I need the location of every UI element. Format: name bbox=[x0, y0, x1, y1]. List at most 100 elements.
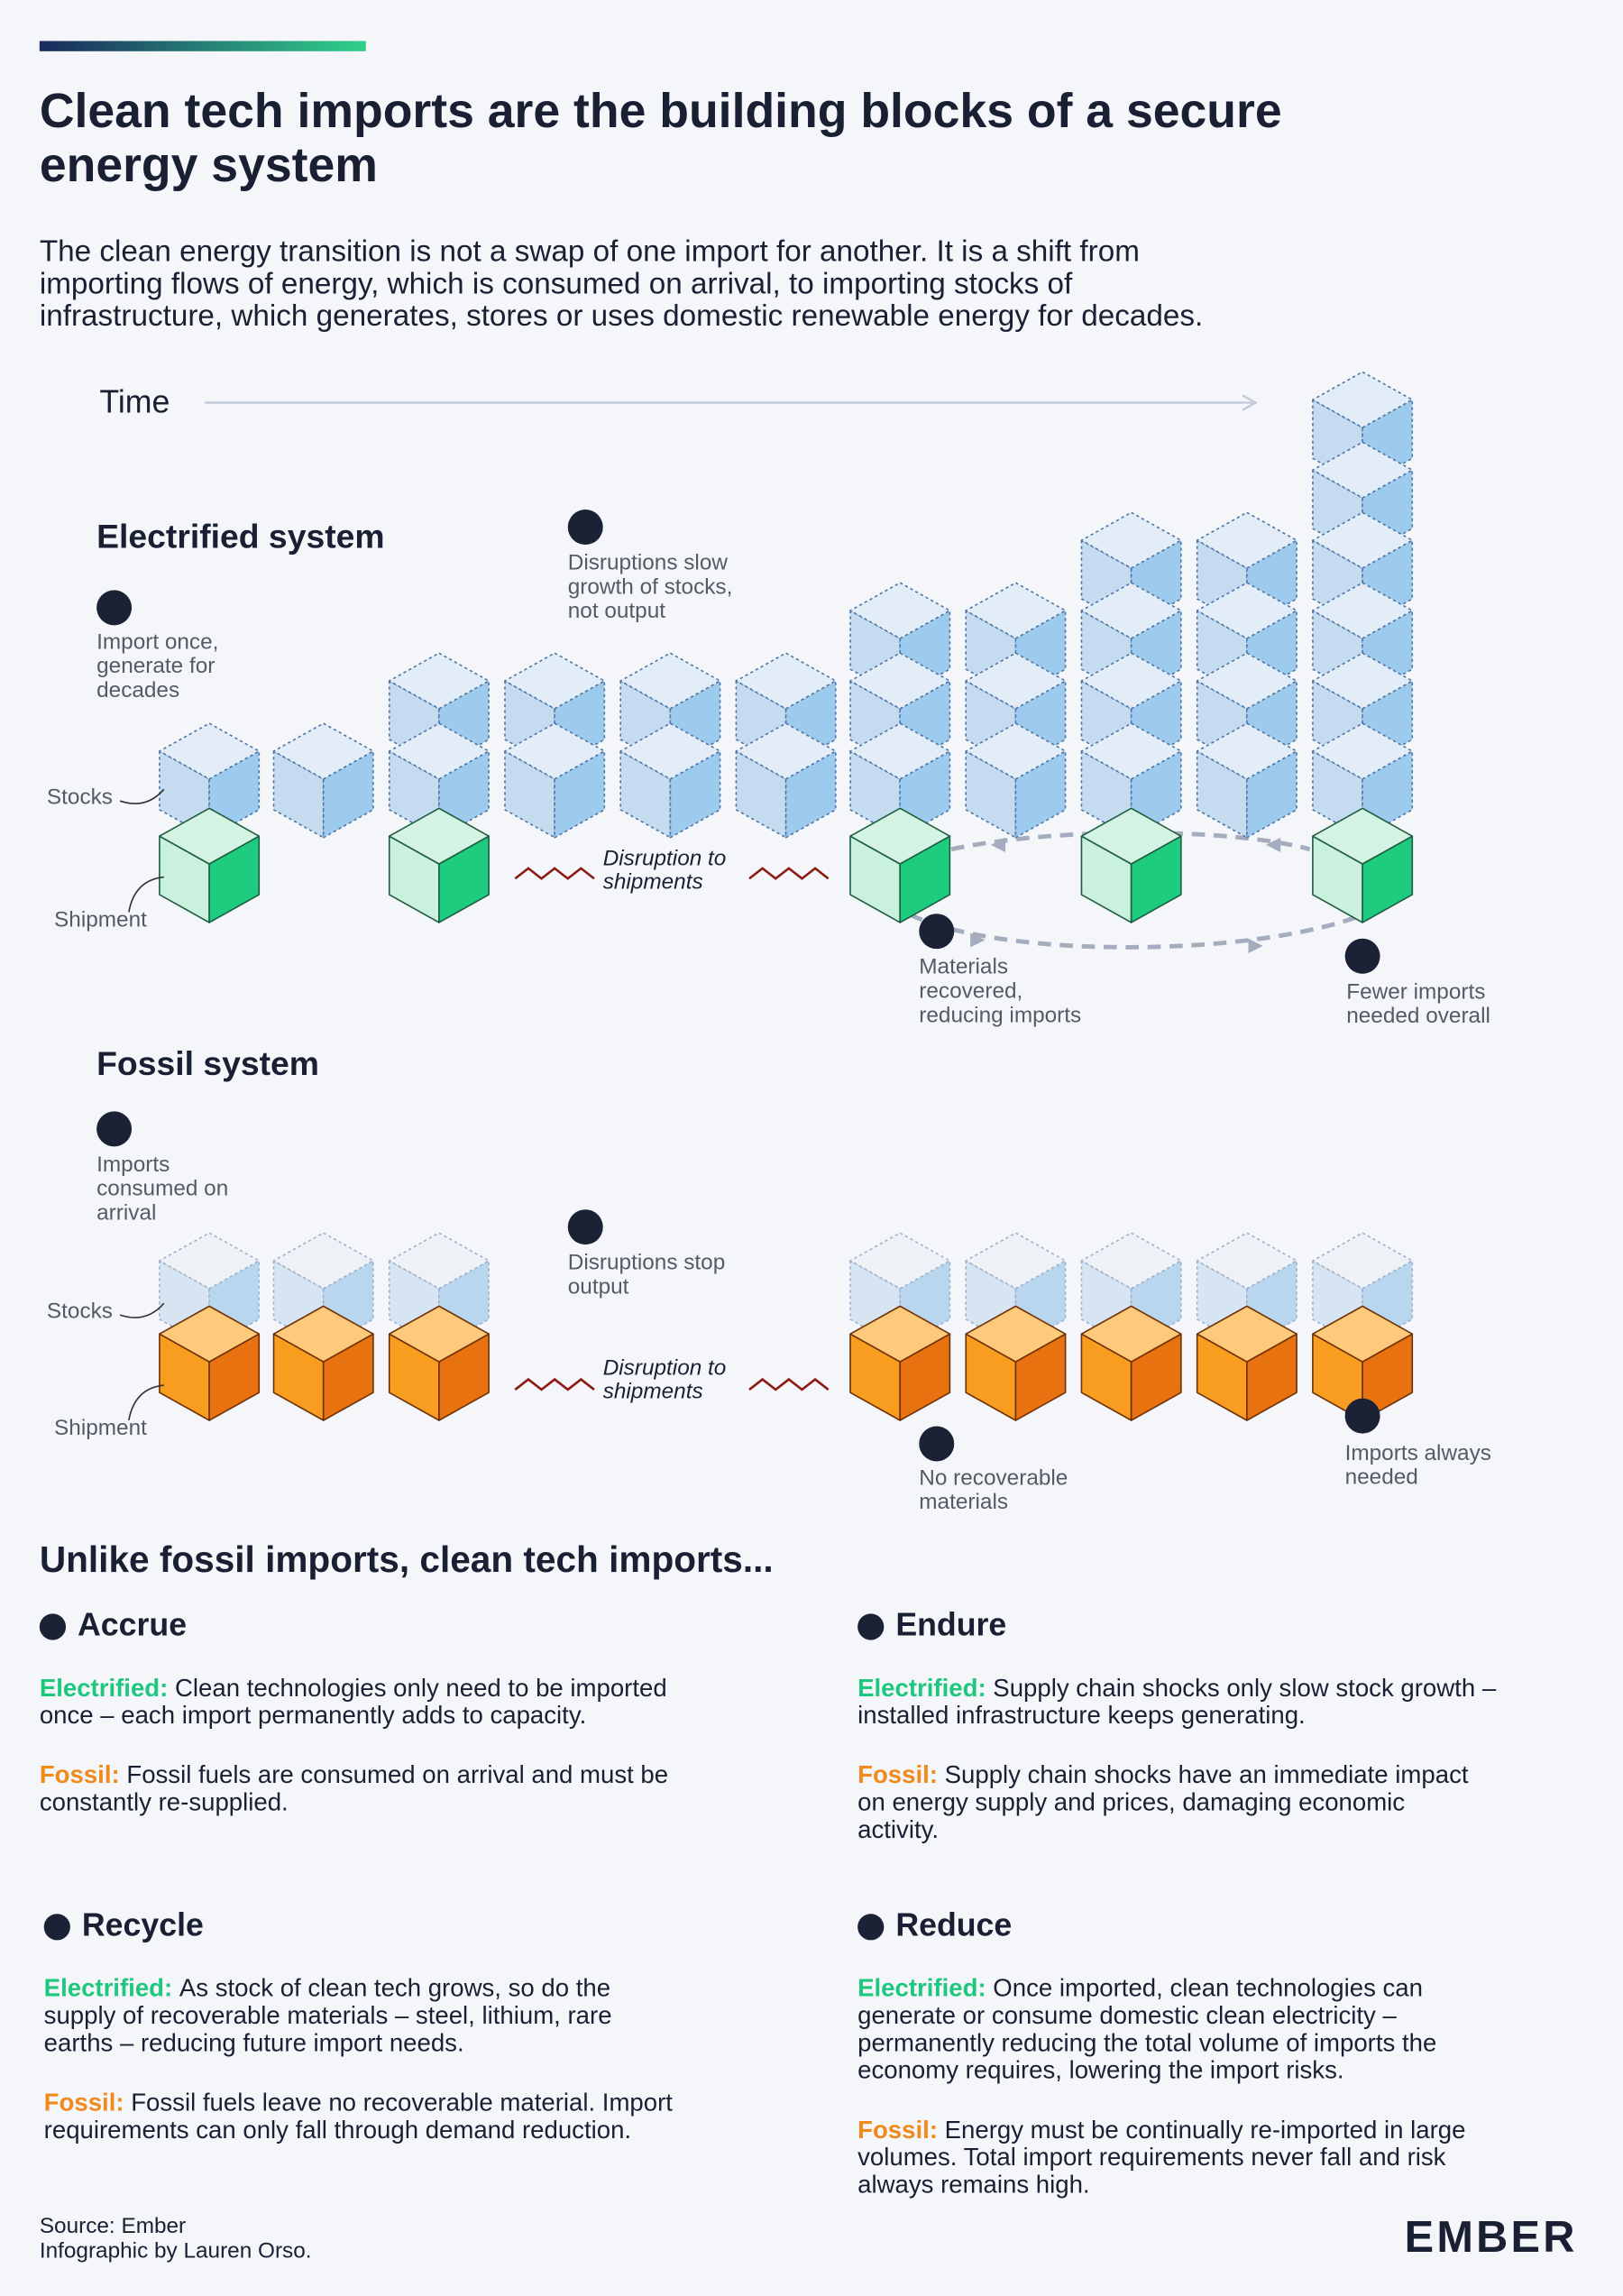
cube bbox=[1080, 722, 1182, 839]
step-text: Disruptions slow bbox=[568, 551, 729, 575]
point-line: Supply chain shocks only slow stock grow… bbox=[993, 1674, 1497, 1702]
cube-face bbox=[388, 1232, 490, 1290]
cube bbox=[388, 1305, 490, 1421]
cube-face bbox=[965, 1305, 1067, 1363]
cube-face bbox=[1196, 582, 1297, 639]
cube-face bbox=[1196, 1305, 1297, 1363]
point-text: Fossil: Supply chain shocks have an imme… bbox=[857, 1761, 1469, 1789]
cube bbox=[735, 722, 837, 839]
point-line: constantly re-supplied. bbox=[40, 1788, 289, 1816]
point-line: Clean technologies only need to be impor… bbox=[175, 1674, 667, 1702]
cube-face bbox=[1080, 722, 1182, 780]
title-line: energy system bbox=[40, 139, 378, 192]
step-text: Imports always bbox=[1345, 1441, 1491, 1465]
cube-face bbox=[1312, 511, 1414, 569]
leader-line bbox=[128, 876, 164, 913]
cube-face bbox=[159, 722, 261, 780]
shipment-label: Shipment bbox=[54, 908, 147, 932]
point-line: Energy must be continually re-imported i… bbox=[945, 2116, 1466, 2144]
loop-arrow bbox=[1248, 938, 1263, 954]
point-text: volumes. Total import requirements never… bbox=[857, 2143, 1446, 2171]
point-label: Electrified: bbox=[44, 1974, 173, 2002]
cube-face bbox=[1196, 722, 1297, 780]
point-badge bbox=[39, 1613, 67, 1640]
point-title: Reduce bbox=[895, 1906, 1012, 1942]
cube-face bbox=[849, 652, 951, 710]
loop-arrow bbox=[990, 837, 1006, 853]
leader-line bbox=[119, 1302, 165, 1318]
point-text: on energy supply and prices, damaging ec… bbox=[857, 1788, 1405, 1816]
cube-face bbox=[1312, 722, 1414, 780]
step-text: Disruptions stop bbox=[568, 1251, 726, 1275]
point-line: Once imported, clean technologies can bbox=[993, 1974, 1423, 2002]
step-badge bbox=[919, 914, 955, 950]
point-line: generate or consume domestic clean elect… bbox=[857, 2001, 1397, 2029]
point-number: 3 bbox=[52, 1918, 62, 1938]
cube-face bbox=[965, 750, 1017, 839]
point-line: supply of recoverable materials – steel,… bbox=[44, 2001, 612, 2029]
cube-face bbox=[735, 750, 787, 839]
step-text: output bbox=[568, 1275, 629, 1300]
point-number: 1 bbox=[48, 1618, 58, 1638]
cube-face bbox=[159, 807, 261, 865]
step-number: 3 bbox=[931, 1432, 942, 1456]
cube-face bbox=[849, 1305, 951, 1363]
point-text: Electrified: Once imported, clean techno… bbox=[857, 1974, 1423, 2002]
cube-face bbox=[619, 750, 672, 839]
stocks-label: Stocks bbox=[47, 1299, 113, 1323]
point-text: installed infrastructure keeps generatin… bbox=[857, 1701, 1306, 1729]
disruption-label: shipments bbox=[603, 870, 703, 895]
cube bbox=[849, 1305, 951, 1421]
loop-arrow bbox=[1265, 837, 1281, 853]
step-text: materials bbox=[919, 1490, 1008, 1514]
cube bbox=[619, 722, 721, 839]
logo: EMBER bbox=[1405, 2213, 1578, 2262]
step-number: 1 bbox=[108, 1117, 120, 1141]
step-text: needed overall bbox=[1346, 1004, 1490, 1028]
point-text: permanently reducing the total volume of… bbox=[857, 2029, 1436, 2057]
step-number: 4 bbox=[1357, 1404, 1369, 1428]
disruption-label: shipments bbox=[603, 1380, 703, 1404]
step-number: 3 bbox=[931, 919, 942, 942]
cube-face bbox=[1080, 1305, 1182, 1363]
leader-line bbox=[119, 788, 165, 804]
cube bbox=[159, 1305, 261, 1421]
cube bbox=[388, 807, 490, 923]
cube-face bbox=[849, 1232, 951, 1290]
point-line: permanently reducing the total volume of… bbox=[857, 2029, 1436, 2057]
credit: Infographic by Lauren Orso. bbox=[40, 2239, 312, 2264]
step-text: recovered, bbox=[919, 979, 1022, 1004]
disruption-zigzag bbox=[748, 867, 830, 880]
stocks-label: Stocks bbox=[47, 785, 113, 809]
step-badge bbox=[96, 590, 133, 626]
point-text: constantly re-supplied. bbox=[40, 1788, 289, 1816]
step-text: generate for bbox=[96, 654, 215, 678]
leader-line bbox=[128, 1384, 164, 1421]
cube-face bbox=[1312, 1305, 1414, 1363]
step-number: 1 bbox=[108, 595, 120, 619]
cube-face bbox=[1312, 1232, 1414, 1290]
cube-face bbox=[965, 582, 1067, 639]
point-line: activity. bbox=[857, 1815, 939, 1843]
cube-face bbox=[1196, 750, 1248, 839]
step-badge bbox=[1344, 1398, 1380, 1434]
point-title: Endure bbox=[895, 1606, 1006, 1642]
point-line: volumes. Total import requirements never… bbox=[857, 2143, 1446, 2171]
point-badge bbox=[857, 1914, 885, 1941]
point-number: 4 bbox=[866, 1918, 876, 1938]
cube-face bbox=[619, 652, 721, 710]
cube-face bbox=[1080, 511, 1182, 569]
point-line: installed infrastructure keeps generatin… bbox=[857, 1701, 1306, 1729]
step-text: consumed on bbox=[96, 1177, 228, 1201]
point-line: As stock of clean tech grows, so do the bbox=[179, 1974, 610, 2002]
cube-face bbox=[388, 652, 490, 710]
loop-arrow bbox=[970, 932, 986, 948]
cube-face bbox=[504, 750, 555, 839]
point-text: requirements can only fall through deman… bbox=[44, 2116, 631, 2144]
step-text: needed bbox=[1345, 1465, 1418, 1490]
cube-face bbox=[619, 722, 721, 780]
point-label: Electrified: bbox=[40, 1674, 169, 1702]
cube-face bbox=[1312, 807, 1414, 865]
